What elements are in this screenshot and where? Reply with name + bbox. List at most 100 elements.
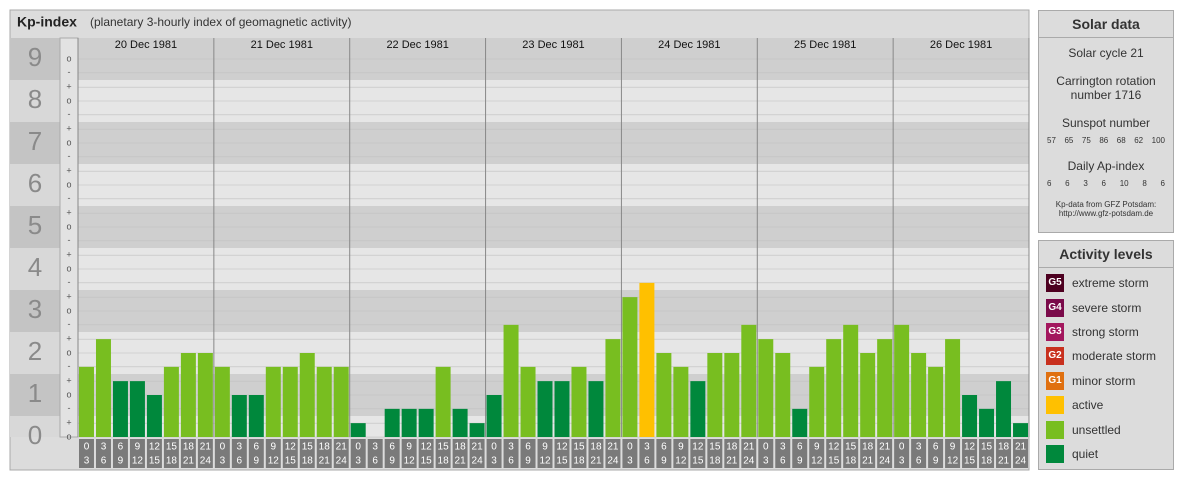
slot-start: 6 bbox=[118, 442, 124, 453]
minor-tick-label: o bbox=[66, 221, 71, 231]
ap-value: 8 bbox=[1142, 179, 1147, 188]
bar bbox=[843, 324, 859, 437]
y-tick-label: 5 bbox=[28, 210, 42, 240]
slot-box bbox=[282, 439, 298, 468]
slot-end: 9 bbox=[525, 456, 531, 467]
level-swatch: G2 bbox=[1046, 347, 1064, 366]
minor-tick-label: o bbox=[66, 305, 71, 315]
bar bbox=[622, 297, 638, 437]
slot-start: 21 bbox=[336, 442, 348, 453]
slot-box bbox=[197, 439, 213, 468]
slot-end: 9 bbox=[118, 456, 124, 467]
slot-box bbox=[146, 439, 162, 468]
slot-start: 21 bbox=[200, 442, 212, 453]
slot-box bbox=[452, 439, 468, 468]
bar bbox=[401, 408, 417, 437]
axis-band bbox=[10, 206, 60, 248]
slot-end: 18 bbox=[845, 456, 857, 467]
slot-start: 3 bbox=[237, 442, 243, 453]
bar bbox=[469, 423, 485, 437]
slot-end: 24 bbox=[1015, 456, 1027, 467]
source-url: http://www.gfz-potsdam.de bbox=[1058, 209, 1154, 218]
y-tick-label: 1 bbox=[28, 378, 42, 408]
sunspot-value: 68 bbox=[1116, 136, 1126, 145]
bar bbox=[860, 353, 876, 437]
slot-start: 21 bbox=[879, 442, 891, 453]
bar bbox=[741, 324, 757, 437]
level-item: quiet bbox=[1039, 442, 1173, 466]
minor-tick-label: o bbox=[66, 263, 71, 273]
y-tick-label: 6 bbox=[28, 168, 42, 198]
solar-title: Solar data bbox=[1039, 11, 1173, 38]
levels-title: Activity levels bbox=[1039, 241, 1173, 268]
level-label: strong storm bbox=[1072, 324, 1139, 339]
slot-end: 6 bbox=[508, 456, 514, 467]
bar bbox=[894, 324, 910, 437]
day-label: 26 Dec 1981 bbox=[930, 39, 992, 51]
slot-start: 12 bbox=[964, 442, 976, 453]
slot-end: 15 bbox=[285, 456, 297, 467]
slot-box bbox=[588, 439, 604, 468]
solar-cycle: Solar cycle 21 bbox=[1068, 46, 1144, 60]
chart: Kp-index (planetary 3-hourly index of ge… bbox=[9, 9, 1030, 471]
source: Kp-data from GFZ Potsdam: bbox=[1055, 200, 1157, 209]
slot-start: 21 bbox=[472, 442, 484, 453]
slot-box bbox=[435, 439, 451, 468]
sunspot-label: Sunspot number bbox=[1061, 116, 1151, 130]
slot-box bbox=[112, 439, 128, 468]
slot-box bbox=[928, 439, 944, 468]
axis-band bbox=[10, 164, 60, 206]
slot-box bbox=[316, 439, 332, 468]
slot-start: 3 bbox=[780, 442, 786, 453]
slot-box bbox=[231, 439, 247, 468]
slot-start: 18 bbox=[183, 442, 195, 453]
slot-start: 18 bbox=[590, 442, 602, 453]
slot-box bbox=[758, 439, 774, 468]
slot-start: 15 bbox=[438, 442, 450, 453]
minor-tick-label: - bbox=[68, 277, 71, 287]
slot-end: 21 bbox=[862, 456, 874, 467]
slot-box bbox=[180, 439, 196, 468]
solar-panel: Solar data Solar cycle 21 Carrington rot… bbox=[1038, 10, 1174, 233]
minor-tick-label: - bbox=[68, 319, 71, 329]
bar bbox=[656, 353, 672, 437]
slot-box bbox=[826, 439, 842, 468]
slot-end: 9 bbox=[389, 456, 395, 467]
slot-start: 15 bbox=[302, 442, 314, 453]
bar bbox=[231, 395, 247, 437]
sunspot-value: 86 bbox=[1099, 136, 1109, 145]
slot-end: 21 bbox=[455, 456, 467, 467]
day-label: 21 Dec 1981 bbox=[251, 39, 313, 51]
slot-start: 0 bbox=[220, 442, 226, 453]
bar bbox=[146, 395, 162, 437]
slot-box bbox=[1013, 439, 1028, 468]
bar bbox=[435, 366, 451, 437]
level-label: severe storm bbox=[1072, 300, 1142, 315]
slot-end: 6 bbox=[916, 456, 922, 467]
minor-tick-label: o bbox=[66, 179, 71, 189]
slot-box bbox=[690, 439, 706, 468]
level-label: active bbox=[1072, 398, 1104, 413]
slot-end: 3 bbox=[763, 456, 769, 467]
level-swatch: G3 bbox=[1046, 322, 1064, 341]
level-item: active bbox=[1039, 393, 1173, 417]
axis-band bbox=[10, 80, 60, 122]
ap-value: 3 bbox=[1083, 179, 1088, 188]
slot-box bbox=[979, 439, 995, 468]
slot-end: 15 bbox=[556, 456, 568, 467]
slot-end: 15 bbox=[692, 456, 704, 467]
bar bbox=[486, 395, 502, 437]
slot-box bbox=[894, 439, 910, 468]
level-swatch: G5 bbox=[1046, 274, 1064, 293]
day-label: 20 Dec 1981 bbox=[115, 39, 177, 51]
slot-box bbox=[129, 439, 145, 468]
slot-end: 12 bbox=[268, 456, 280, 467]
slot-start: 6 bbox=[389, 442, 395, 453]
slot-start: 12 bbox=[556, 442, 568, 453]
slot-start: 3 bbox=[916, 442, 922, 453]
minor-tick-label: - bbox=[68, 67, 71, 77]
bar bbox=[350, 423, 366, 437]
bar bbox=[520, 366, 536, 437]
minor-tick-label: o bbox=[66, 95, 71, 105]
bar bbox=[384, 408, 400, 437]
